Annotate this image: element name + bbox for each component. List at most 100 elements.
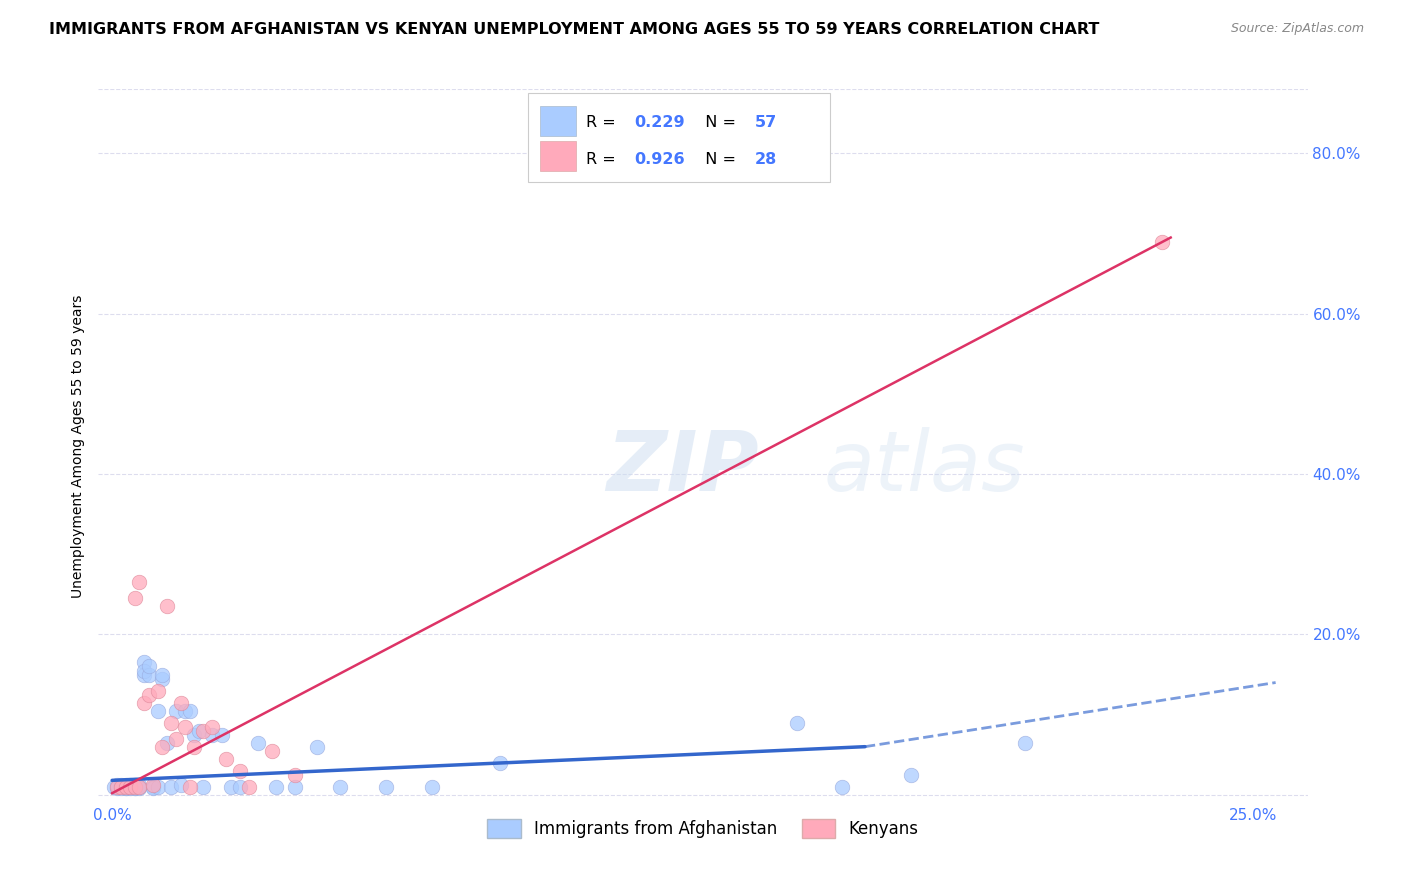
Point: [160, 715, 183, 730]
Point: [420, 780, 443, 794]
Point: [187, 723, 209, 738]
Y-axis label: Unemployment Among Ages 55 to 59 years: Unemployment Among Ages 55 to 59 years: [72, 294, 86, 598]
Text: IMMIGRANTS FROM AFGHANISTAN VS KENYAN UNEMPLOYMENT AMONG AGES 55 TO 59 YEARS COR: IMMIGRANTS FROM AFGHANISTAN VS KENYAN UN…: [49, 22, 1099, 37]
Point: [260, 744, 283, 758]
Point: [229, 780, 252, 794]
Point: [1150, 235, 1173, 249]
Point: [120, 781, 142, 796]
Point: [201, 728, 224, 742]
Point: [329, 780, 352, 794]
Point: [247, 736, 270, 750]
Point: [132, 667, 155, 681]
Point: [160, 780, 183, 794]
Point: [105, 778, 128, 792]
Point: [215, 752, 238, 766]
Point: [183, 739, 205, 754]
Text: 28: 28: [755, 152, 778, 167]
FancyBboxPatch shape: [540, 141, 576, 171]
Point: [183, 728, 205, 742]
Point: [150, 667, 173, 681]
Point: [124, 591, 146, 606]
Point: [150, 739, 173, 754]
FancyBboxPatch shape: [527, 93, 830, 182]
Point: [146, 683, 169, 698]
Point: [132, 664, 155, 678]
Point: [174, 720, 197, 734]
Point: [1014, 736, 1036, 750]
Point: [146, 780, 169, 794]
Point: [110, 780, 132, 794]
Point: [120, 780, 142, 794]
Point: [489, 756, 512, 770]
Point: [124, 781, 146, 796]
Point: [174, 704, 197, 718]
Point: [138, 667, 160, 681]
Point: [124, 781, 146, 796]
Point: [138, 659, 160, 673]
Point: [105, 781, 128, 796]
Text: ZIP: ZIP: [606, 427, 759, 508]
Point: [156, 599, 179, 614]
Point: [201, 720, 224, 734]
Point: [156, 736, 179, 750]
Point: [128, 778, 150, 792]
Point: [110, 781, 132, 796]
Point: [142, 778, 165, 792]
Point: [831, 780, 853, 794]
Point: [120, 778, 142, 792]
Text: 0.229: 0.229: [634, 115, 685, 130]
Text: 57: 57: [755, 115, 778, 130]
Point: [238, 780, 260, 794]
Point: [114, 781, 136, 796]
Point: [284, 780, 307, 794]
Text: 0.926: 0.926: [634, 152, 685, 167]
Point: [179, 780, 201, 794]
FancyBboxPatch shape: [540, 105, 576, 136]
Point: [120, 780, 142, 794]
Point: [138, 688, 160, 702]
Point: [110, 778, 132, 792]
Point: [146, 704, 169, 718]
Point: [900, 768, 922, 782]
Point: [169, 696, 191, 710]
Legend: Immigrants from Afghanistan, Kenyans: Immigrants from Afghanistan, Kenyans: [481, 812, 925, 845]
Point: [193, 723, 215, 738]
Point: [193, 780, 215, 794]
Point: [128, 781, 150, 796]
Point: [165, 731, 187, 746]
Point: [179, 704, 201, 718]
Point: [150, 672, 173, 686]
Point: [219, 780, 242, 794]
Text: atlas: atlas: [824, 427, 1025, 508]
Point: [284, 768, 307, 782]
Point: [229, 764, 252, 778]
Point: [124, 780, 146, 794]
Point: [142, 780, 165, 794]
Point: [114, 781, 136, 796]
Point: [110, 780, 132, 794]
Point: [114, 778, 136, 792]
Point: [266, 780, 288, 794]
Text: N =: N =: [695, 115, 741, 130]
Text: N =: N =: [695, 152, 741, 167]
Point: [211, 728, 233, 742]
Point: [374, 780, 396, 794]
Point: [114, 780, 136, 794]
Point: [105, 780, 128, 794]
Point: [128, 780, 150, 794]
Point: [120, 780, 142, 794]
Point: [142, 781, 165, 796]
Point: [132, 656, 155, 670]
Text: Source: ZipAtlas.com: Source: ZipAtlas.com: [1230, 22, 1364, 36]
Point: [114, 780, 136, 794]
Point: [124, 778, 146, 792]
Point: [103, 780, 125, 794]
Point: [786, 715, 808, 730]
Point: [169, 778, 191, 792]
Point: [128, 780, 150, 794]
Point: [165, 704, 187, 718]
Point: [132, 696, 155, 710]
Point: [307, 739, 329, 754]
Point: [128, 575, 150, 590]
Text: R =: R =: [586, 115, 620, 130]
